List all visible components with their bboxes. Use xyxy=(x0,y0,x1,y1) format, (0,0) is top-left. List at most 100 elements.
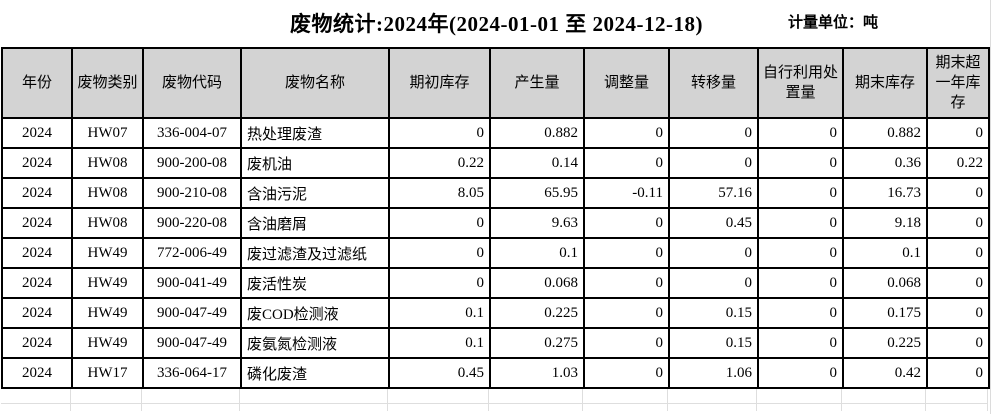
table-cell[interactable]: HW17 xyxy=(71,357,144,389)
table-cell[interactable]: 0 xyxy=(668,267,759,299)
table-cell[interactable]: 900-047-49 xyxy=(142,297,242,329)
table-cell[interactable]: HW08 xyxy=(71,147,144,179)
table-cell[interactable]: 0 xyxy=(583,267,670,299)
table-cell[interactable]: 0.068 xyxy=(842,267,928,299)
table-cell[interactable]: 772-006-49 xyxy=(142,237,242,269)
table-cell[interactable]: 0 xyxy=(583,327,670,359)
table-cell[interactable]: 热处理废渣 xyxy=(240,117,390,149)
table-cell[interactable]: 16.73 xyxy=(842,177,928,209)
table-cell[interactable]: 0.14 xyxy=(489,147,585,179)
table-cell[interactable]: 9.63 xyxy=(489,207,585,239)
table-cell[interactable]: 0 xyxy=(757,207,844,239)
column-header[interactable]: 产生量 xyxy=(489,47,585,119)
table-cell[interactable]: 0 xyxy=(388,207,491,239)
table-cell[interactable]: 0 xyxy=(583,297,670,329)
empty-cell[interactable] xyxy=(757,388,842,404)
table-cell[interactable]: 0.225 xyxy=(489,297,585,329)
table-cell[interactable]: 0 xyxy=(583,357,670,389)
table-cell[interactable]: 0 xyxy=(583,117,670,149)
table-cell[interactable]: 0 xyxy=(926,267,990,299)
table-cell[interactable]: 900-047-49 xyxy=(142,327,242,359)
table-cell[interactable]: 废氨氮检测液 xyxy=(240,327,390,359)
table-cell[interactable]: 2024 xyxy=(1,267,73,299)
empty-cell[interactable] xyxy=(142,404,240,411)
table-cell[interactable]: 0 xyxy=(926,117,990,149)
empty-cell[interactable] xyxy=(926,388,988,404)
column-header[interactable]: 废物类别 xyxy=(71,47,144,119)
table-cell[interactable]: 900-220-08 xyxy=(142,207,242,239)
empty-cell[interactable] xyxy=(489,404,583,411)
table-cell[interactable]: 0 xyxy=(757,237,844,269)
empty-cell[interactable] xyxy=(842,404,926,411)
table-cell[interactable]: 0 xyxy=(926,237,990,269)
table-cell[interactable]: 0.882 xyxy=(489,117,585,149)
empty-cell[interactable] xyxy=(71,388,142,404)
table-cell[interactable]: HW07 xyxy=(71,117,144,149)
table-cell[interactable]: 0 xyxy=(583,237,670,269)
table-cell[interactable]: 2024 xyxy=(1,297,73,329)
empty-cell[interactable] xyxy=(1,388,71,404)
table-cell[interactable]: 336-064-17 xyxy=(142,357,242,389)
table-cell[interactable]: 0 xyxy=(388,237,491,269)
table-cell[interactable]: -0.11 xyxy=(583,177,670,209)
column-header[interactable]: 转移量 xyxy=(668,47,759,119)
table-cell[interactable]: 磷化废渣 xyxy=(240,357,390,389)
table-cell[interactable]: 0 xyxy=(757,327,844,359)
table-cell[interactable]: 0.275 xyxy=(489,327,585,359)
table-cell[interactable]: 0.45 xyxy=(668,207,759,239)
table-cell[interactable]: 0 xyxy=(926,207,990,239)
empty-cell[interactable] xyxy=(583,404,668,411)
empty-cell[interactable] xyxy=(142,388,240,404)
table-cell[interactable]: HW08 xyxy=(71,207,144,239)
table-cell[interactable]: 2024 xyxy=(1,237,73,269)
table-cell[interactable]: 0 xyxy=(757,297,844,329)
table-cell[interactable]: 0 xyxy=(583,207,670,239)
empty-cell[interactable] xyxy=(583,388,668,404)
table-cell[interactable]: HW08 xyxy=(71,177,144,209)
table-cell[interactable]: 0 xyxy=(757,267,844,299)
table-cell[interactable]: 2024 xyxy=(1,147,73,179)
table-cell[interactable]: 0.45 xyxy=(388,357,491,389)
table-cell[interactable]: 0 xyxy=(926,177,990,209)
table-cell[interactable]: 0.1 xyxy=(388,327,491,359)
table-cell[interactable]: 含油污泥 xyxy=(240,177,390,209)
empty-cell[interactable] xyxy=(240,388,388,404)
table-cell[interactable]: 336-004-07 xyxy=(142,117,242,149)
table-cell[interactable]: 1.06 xyxy=(668,357,759,389)
empty-cell[interactable] xyxy=(388,404,489,411)
table-cell[interactable]: 0.42 xyxy=(842,357,928,389)
table-cell[interactable]: 0 xyxy=(757,147,844,179)
column-header[interactable]: 年份 xyxy=(1,47,73,119)
column-header[interactable]: 废物代码 xyxy=(142,47,242,119)
empty-cell[interactable] xyxy=(71,404,142,411)
table-cell[interactable]: 0 xyxy=(668,237,759,269)
table-cell[interactable]: 0.36 xyxy=(842,147,928,179)
column-header[interactable]: 废物名称 xyxy=(240,47,390,119)
table-cell[interactable]: 0 xyxy=(668,147,759,179)
table-cell[interactable]: 废活性炭 xyxy=(240,267,390,299)
empty-cell[interactable] xyxy=(842,388,926,404)
table-cell[interactable]: 57.16 xyxy=(668,177,759,209)
table-cell[interactable]: 0 xyxy=(926,327,990,359)
table-cell[interactable]: 0 xyxy=(757,117,844,149)
table-cell[interactable]: 0.22 xyxy=(388,147,491,179)
column-header[interactable]: 期末超一年库存 xyxy=(926,47,990,119)
table-cell[interactable]: 900-200-08 xyxy=(142,147,242,179)
table-cell[interactable]: 0.225 xyxy=(842,327,928,359)
table-cell[interactable]: 0.882 xyxy=(842,117,928,149)
column-header[interactable]: 调整量 xyxy=(583,47,670,119)
table-cell[interactable]: HW49 xyxy=(71,237,144,269)
empty-cell[interactable] xyxy=(1,404,71,411)
table-cell[interactable]: 废机油 xyxy=(240,147,390,179)
column-header[interactable]: 自行利用处置量 xyxy=(757,47,844,119)
empty-cell[interactable] xyxy=(926,404,988,411)
table-cell[interactable]: 0 xyxy=(757,177,844,209)
table-cell[interactable]: 65.95 xyxy=(489,177,585,209)
empty-cell[interactable] xyxy=(489,388,583,404)
empty-cell[interactable] xyxy=(757,404,842,411)
table-cell[interactable]: 0.15 xyxy=(668,327,759,359)
empty-cell[interactable] xyxy=(668,388,757,404)
table-cell[interactable]: HW49 xyxy=(71,267,144,299)
table-cell[interactable]: 含油磨屑 xyxy=(240,207,390,239)
table-cell[interactable]: 900-041-49 xyxy=(142,267,242,299)
